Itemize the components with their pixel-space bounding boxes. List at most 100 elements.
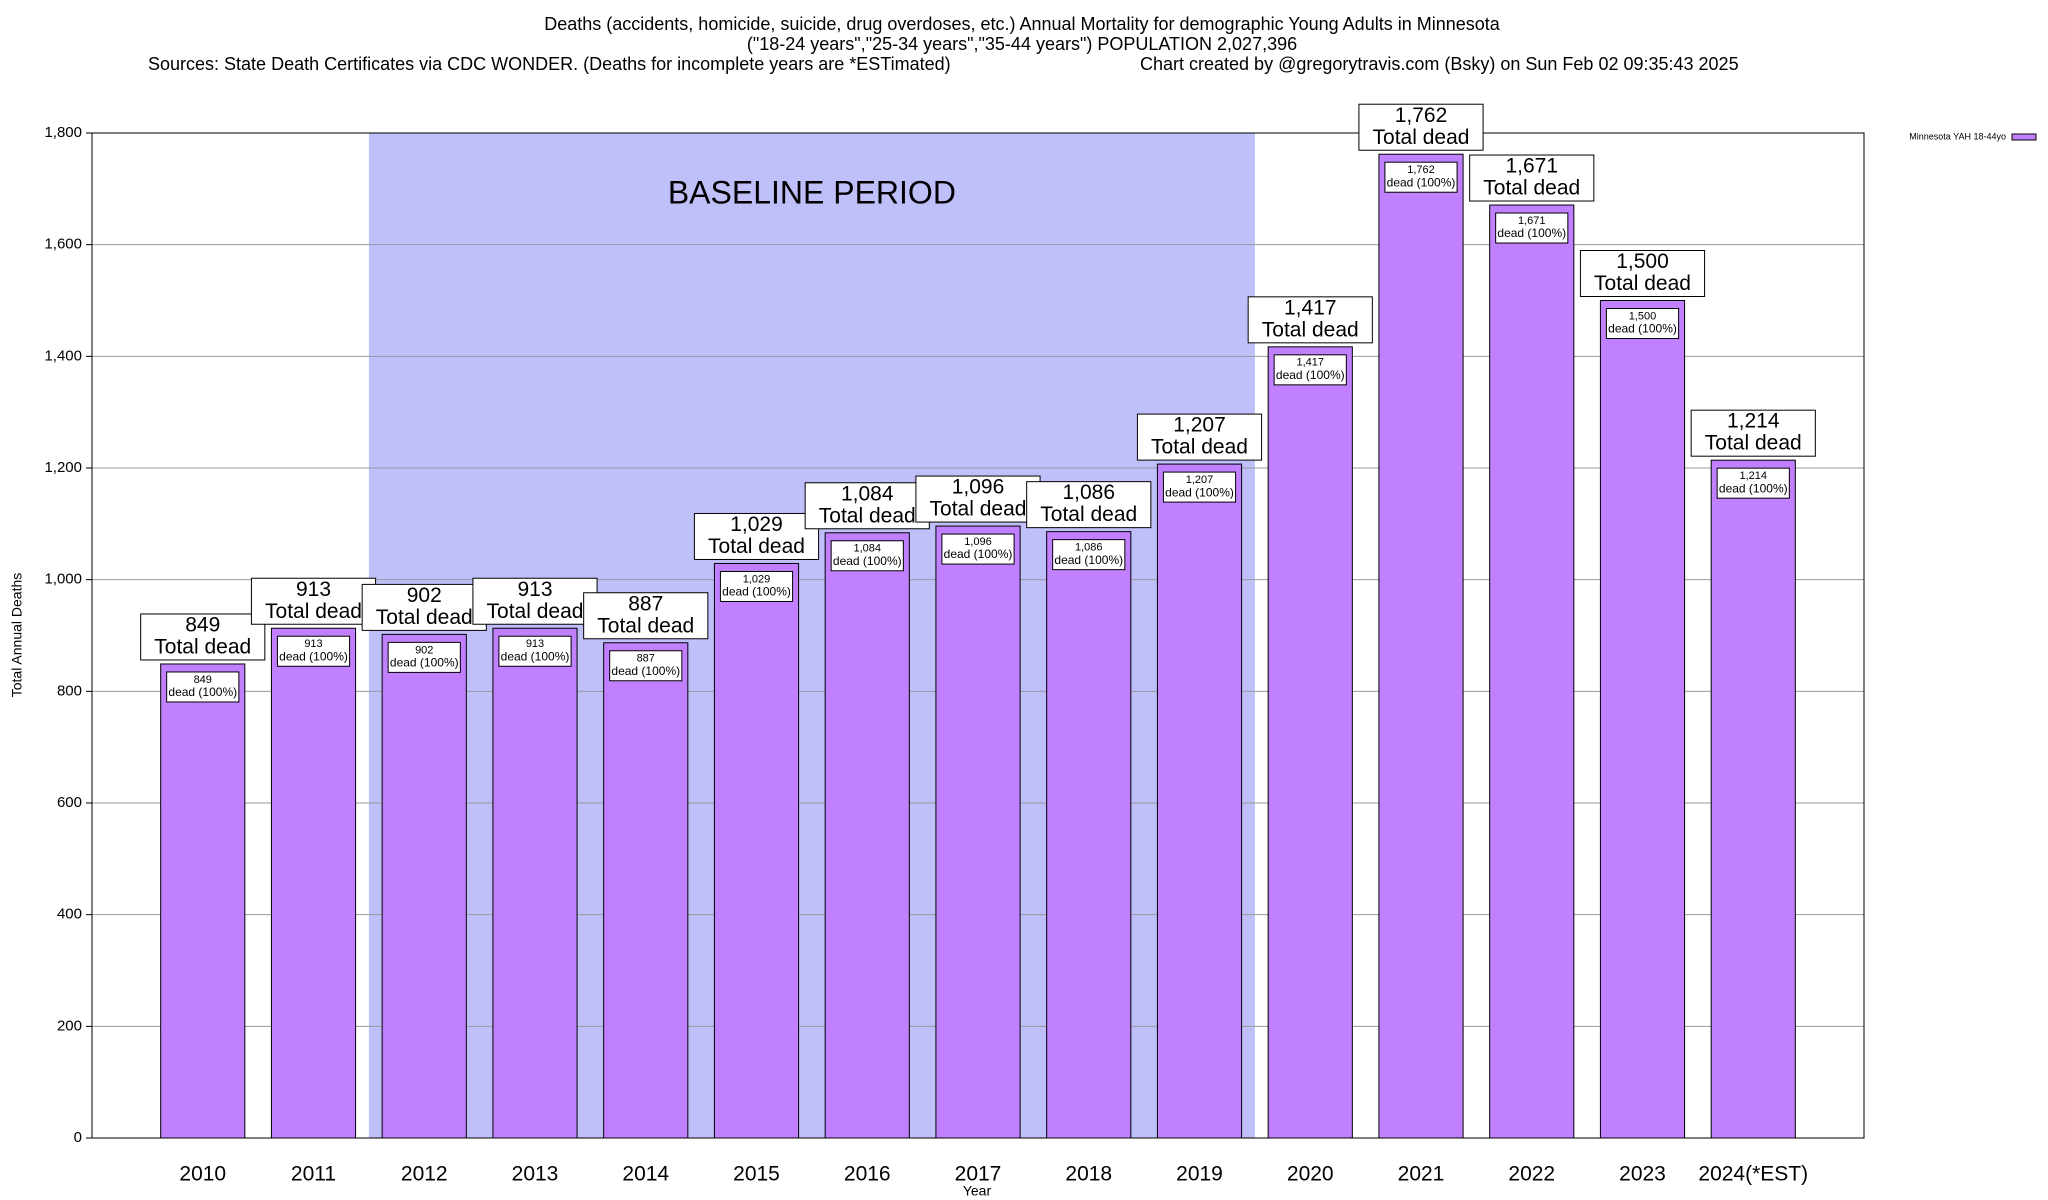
inner-label-box <box>609 650 683 682</box>
y-tick-label: 800 <box>57 682 82 699</box>
inner-label-box <box>1162 471 1237 503</box>
inner-label-box <box>1384 161 1458 193</box>
y-tick-label: 1,600 <box>44 236 82 253</box>
x-tick-label: 2018 <box>1065 1163 1112 1186</box>
bar <box>1710 459 1796 1139</box>
top-label-text: Total dead <box>154 636 251 659</box>
inner-label-text: dead (100%) <box>1387 175 1456 189</box>
top-value-label: 1,500 <box>1616 250 1669 273</box>
bar <box>1267 346 1353 1139</box>
top-label-box <box>1026 481 1152 529</box>
x-tick-label: 2019 <box>1176 1163 1223 1186</box>
top-value-label: 1,214 <box>1727 410 1780 433</box>
bar <box>270 627 357 1139</box>
inner-label-text: dead (100%) <box>722 585 791 599</box>
inner-label-text: dead (100%) <box>611 664 680 678</box>
y-tick-label: 1,200 <box>44 459 82 476</box>
inner-label-text: dead (100%) <box>833 554 902 568</box>
inner-value-label: 913 <box>304 638 322 650</box>
bar <box>935 525 1021 1139</box>
inner-value-label: 849 <box>194 674 212 686</box>
top-label-box <box>804 482 930 530</box>
chart-title: Deaths (accidents, homicide, suicide, dr… <box>544 14 1501 34</box>
x-tick-label: 2013 <box>512 1163 559 1186</box>
inner-label-text: dead (100%) <box>1276 368 1345 382</box>
source-note: Sources: State Death Certificates via CD… <box>148 54 951 74</box>
bar <box>603 642 689 1139</box>
x-tick-label: 2012 <box>401 1163 448 1186</box>
inner-label-text: dead (100%) <box>1165 485 1234 499</box>
top-label-box <box>140 613 266 661</box>
top-label-text: Total dead <box>487 600 584 623</box>
top-label-box <box>1690 409 1816 457</box>
inner-label-text: dead (100%) <box>168 685 237 699</box>
inner-label-box <box>166 671 240 703</box>
top-value-label: 849 <box>185 614 220 637</box>
top-value-label: 1,207 <box>1173 414 1226 437</box>
inner-value-label: 1,096 <box>964 536 992 548</box>
inner-label-box <box>1273 354 1347 386</box>
credit-note: Chart created by @gregorytravis.com (Bsk… <box>1140 54 1739 74</box>
bar <box>492 627 578 1139</box>
x-tick-label: 2024(*EST) <box>1698 1163 1808 1186</box>
x-tick-label: 2016 <box>844 1163 891 1186</box>
x-axis-label: Year <box>963 1183 992 1199</box>
top-label-text: Total dead <box>1151 436 1248 459</box>
top-label-text: Total dead <box>1705 432 1802 455</box>
top-label-box <box>1136 413 1263 461</box>
top-label-box <box>1358 103 1484 151</box>
inner-label-text: dead (100%) <box>1719 481 1788 495</box>
inner-label-text: dead (100%) <box>1608 322 1677 336</box>
inner-label-box <box>1495 212 1569 244</box>
top-value-label: 1,029 <box>730 513 783 536</box>
x-tick-label: 2023 <box>1619 1163 1666 1186</box>
inner-label-box <box>1605 308 1680 339</box>
inner-label-text: dead (100%) <box>944 547 1013 561</box>
inner-label-box <box>276 635 351 667</box>
top-label-text: Total dead <box>708 535 805 558</box>
top-label-box <box>1579 250 1706 297</box>
inner-value-label: 902 <box>415 644 433 656</box>
y-tick-label: 0 <box>74 1129 82 1146</box>
bar <box>713 562 800 1139</box>
bar <box>1046 531 1132 1139</box>
inner-label-box <box>387 641 461 673</box>
baseline-label: BASELINE PERIOD <box>668 174 956 210</box>
top-label-text: Total dead <box>1040 503 1137 526</box>
y-tick-label: 1,800 <box>44 124 82 141</box>
inner-value-label: 1,671 <box>1518 215 1546 227</box>
inner-label-box <box>1716 467 1790 499</box>
top-value-label: 902 <box>407 584 442 607</box>
inner-value-label: 913 <box>526 638 544 650</box>
y-tick-label: 600 <box>57 794 82 811</box>
inner-label-text: dead (100%) <box>390 656 459 670</box>
top-value-label: 1,762 <box>1395 104 1448 127</box>
chart-subtitle: ("18-24 years","25-34 years","35-44 year… <box>747 34 1297 54</box>
inner-label-text: dead (100%) <box>1497 226 1566 240</box>
inner-value-label: 1,500 <box>1629 310 1657 322</box>
bar <box>160 663 246 1139</box>
top-label-box <box>472 577 598 625</box>
x-tick-label: 2022 <box>1508 1163 1555 1186</box>
x-tick-label: 2015 <box>733 1163 780 1186</box>
top-label-text: Total dead <box>1483 177 1580 200</box>
y-tick-label: 200 <box>57 1017 82 1034</box>
top-label-box <box>1247 296 1373 344</box>
bar <box>1378 153 1464 1139</box>
inner-label-text: dead (100%) <box>501 649 570 663</box>
bar <box>381 633 467 1139</box>
bar <box>1489 204 1575 1139</box>
legend-swatch <box>2011 133 2037 141</box>
x-tick-label: 2010 <box>179 1163 226 1186</box>
inner-label-box <box>1052 539 1126 571</box>
inner-value-label: 1,084 <box>853 543 881 555</box>
top-label-text: Total dead <box>1594 272 1691 295</box>
legend-label: Minnesota YAH 18-44yo <box>1909 131 2006 141</box>
inner-value-label: 1,207 <box>1186 474 1214 486</box>
y-tick-label: 400 <box>57 906 82 923</box>
top-label-box <box>361 583 487 631</box>
x-tick-label: 2021 <box>1398 1163 1445 1186</box>
inner-label-box <box>719 570 794 602</box>
top-label-text: Total dead <box>597 614 694 637</box>
